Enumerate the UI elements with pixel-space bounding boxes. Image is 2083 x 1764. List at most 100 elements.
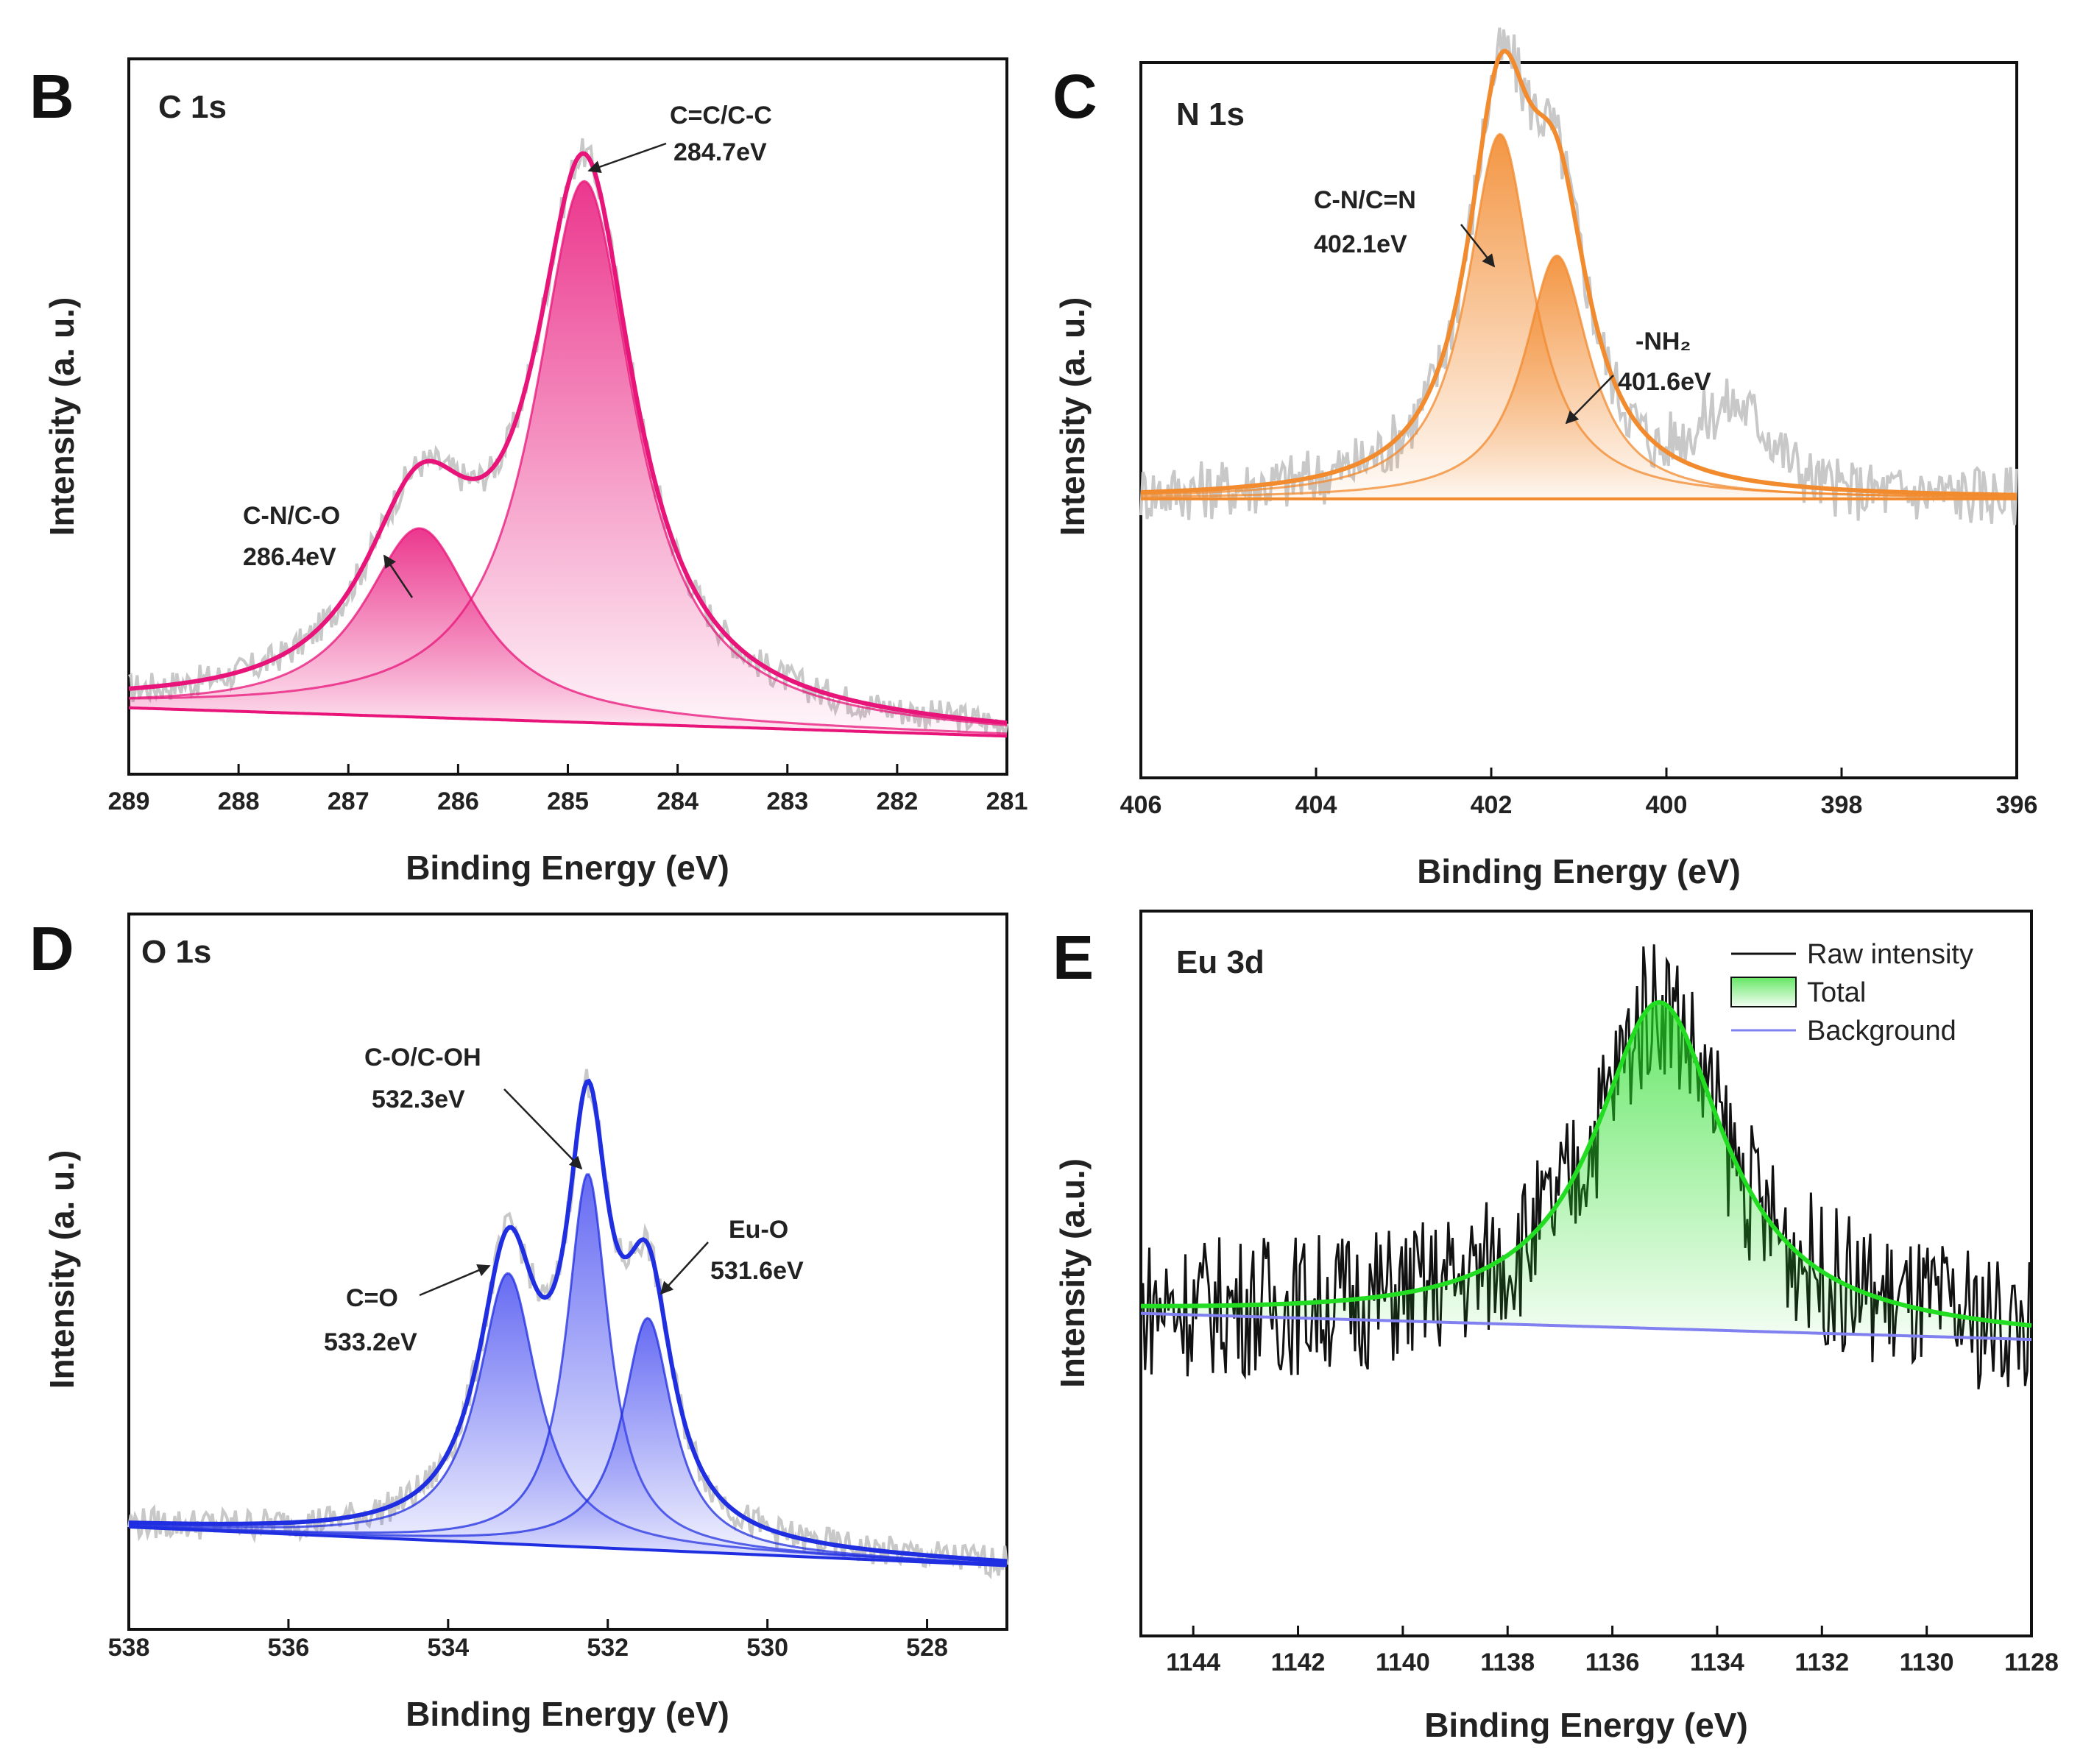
x-tick-label: 1130	[1900, 1648, 1954, 1676]
x-tick-label: 402	[1471, 791, 1513, 819]
x-tick-label: 400	[1646, 791, 1688, 819]
annotation-peak-label: C-N/C-O	[243, 502, 340, 530]
annotation-peak-energy: 533.2eV	[324, 1328, 417, 1356]
y-axis-label: Intensity (a. u.)	[43, 297, 81, 536]
x-tick-label: 289	[108, 787, 150, 815]
x-tick-label: 530	[746, 1634, 788, 1662]
peak-component	[128, 1317, 1008, 1565]
x-axis-label: Binding Energy (eV)	[406, 1695, 729, 1733]
plot-area	[128, 138, 1008, 738]
x-tick-label: 528	[906, 1634, 948, 1662]
x-tick-label: 285	[547, 787, 589, 815]
annotation-peak-label: C=C/C-C	[670, 102, 772, 130]
x-tick-label: 1138	[1480, 1648, 1535, 1676]
series-background	[128, 706, 1008, 738]
x-tick-label: 404	[1295, 791, 1337, 819]
panel-c1s: B C 1s 289 288 287 286 285 284 283 282 281 Bindi…	[29, 57, 1028, 887]
x-tick-label: 1136	[1585, 1648, 1640, 1676]
x-tick-label: 532	[587, 1634, 629, 1662]
y-axis-label: Intensity (a. u.)	[43, 1150, 81, 1389]
x-tick-label: 396	[1996, 791, 2038, 819]
annotation-peak-energy: 286.4eV	[243, 543, 336, 571]
peak-fill	[129, 1174, 1007, 1566]
annotation-arrow	[659, 1241, 709, 1295]
x-tick-label: 1144	[1166, 1648, 1220, 1676]
series-envelope	[128, 1078, 1008, 1564]
x-tick-label: 284	[657, 787, 699, 815]
plot-area	[1139, 27, 2018, 525]
annotation-peak-label: Eu-O	[729, 1216, 788, 1244]
panel-label-e: E	[1053, 923, 1094, 992]
panel-label-c: C	[1053, 62, 1097, 131]
annotation-peak-energy: 284.7eV	[673, 138, 767, 166]
legend-swatch-total	[1730, 977, 1797, 1007]
y-axis-label: Intensity (a. u.)	[1053, 297, 1092, 536]
x-tick-label: 1140	[1376, 1648, 1430, 1676]
peak-fill	[1141, 255, 2017, 499]
x-tick-label: 1142	[1271, 1648, 1326, 1676]
annotation-arrow	[419, 1264, 491, 1297]
annotation-peak-label: C-O/C-OH	[364, 1044, 481, 1071]
series-background	[1140, 1311, 2032, 1342]
series-background	[128, 1526, 1008, 1568]
legend-label: Background	[1807, 1016, 1956, 1046]
annotation-peak-energy: 401.6eV	[1618, 368, 1711, 396]
x-tick-label: 288	[218, 787, 260, 815]
x-tick-label: 1134	[1690, 1648, 1744, 1676]
x-tick-label: 536	[268, 1634, 310, 1662]
series-envelope	[1140, 49, 2017, 497]
plot-frame	[127, 913, 1008, 1631]
peak-fill	[1141, 1002, 2031, 1340]
chart-title: O 1s	[141, 934, 211, 970]
peak-component	[128, 527, 1008, 735]
legend-label: Raw intensity	[1807, 939, 1973, 970]
annotation-peak-energy: 531.6eV	[710, 1257, 804, 1285]
annotation-arrow	[1565, 375, 1614, 425]
x-axis-label: Binding Energy (eV)	[1424, 1706, 1748, 1744]
chart-title: N 1s	[1176, 96, 1245, 132]
x-tick-label: 287	[328, 787, 369, 815]
chart-title: C 1s	[158, 89, 227, 125]
panel-n1s: C N 1s 406 404 402 400 398 396 Binding Energy…	[1053, 27, 2038, 890]
annotation-arrow	[503, 1088, 583, 1170]
annotation-peak-label: C=O	[346, 1284, 398, 1312]
x-axis-ticks: 406 404 402 400 398 396	[1120, 768, 2038, 819]
y-axis-label: Intensity (a.u.)	[1053, 1158, 1092, 1388]
x-tick-label: 534	[427, 1634, 469, 1662]
chart-title: Eu 3d	[1176, 944, 1265, 980]
plot-area	[127, 1069, 1008, 1580]
plot-frame	[1139, 61, 2018, 779]
x-tick-label: 283	[766, 787, 808, 815]
x-tick-label: 1128	[2004, 1648, 2059, 1676]
x-axis-ticks: 538 536 534 532 530 528	[108, 1619, 948, 1662]
annotation-arrow	[1460, 224, 1496, 268]
panel-o1s: D O 1s 538 536 534 532 530 528 Binding Energy…	[29, 913, 1008, 1733]
annotation-peak-energy: 402.1eV	[1314, 230, 1407, 258]
series-envelope	[128, 151, 1008, 726]
annotation-arrow	[587, 142, 667, 174]
x-tick-label: 406	[1120, 791, 1162, 819]
x-axis-ticks: 289 288 287 286 285 284 283 282 281	[108, 764, 1028, 815]
x-tick-label: 1132	[1794, 1648, 1849, 1676]
peak-fill	[129, 181, 1007, 737]
x-tick-label: 398	[1821, 791, 1863, 819]
x-tick-label: 282	[877, 787, 919, 815]
peak-fill	[129, 528, 1007, 737]
panel-label-d: D	[29, 914, 74, 983]
x-tick-label: 281	[986, 787, 1028, 815]
annotation-arrow	[383, 554, 414, 598]
annotation-peak-label: C-N/C=N	[1314, 186, 1416, 214]
x-axis-label: Binding Energy (eV)	[406, 849, 729, 887]
x-axis-label: Binding Energy (eV)	[1417, 852, 1741, 890]
panel-eu3d: E Eu 3d 1144 1142 1140 1138 1136 1134 1132 1130…	[1053, 910, 2059, 1744]
panel-label-b: B	[29, 62, 74, 131]
annotation-peak-energy: 532.3eV	[372, 1085, 465, 1113]
series-envelope	[1140, 1000, 2032, 1328]
x-tick-label: 286	[437, 787, 479, 815]
plot-area	[1139, 944, 2033, 1389]
peak-component	[1140, 255, 2017, 499]
legend: Raw intensity Total Background	[1730, 939, 1973, 1046]
legend-label: Total	[1807, 977, 1866, 1008]
x-axis-ticks: 1144 1142 1140 1138 1136 1134 1132 1130 1128	[1166, 1626, 2059, 1676]
